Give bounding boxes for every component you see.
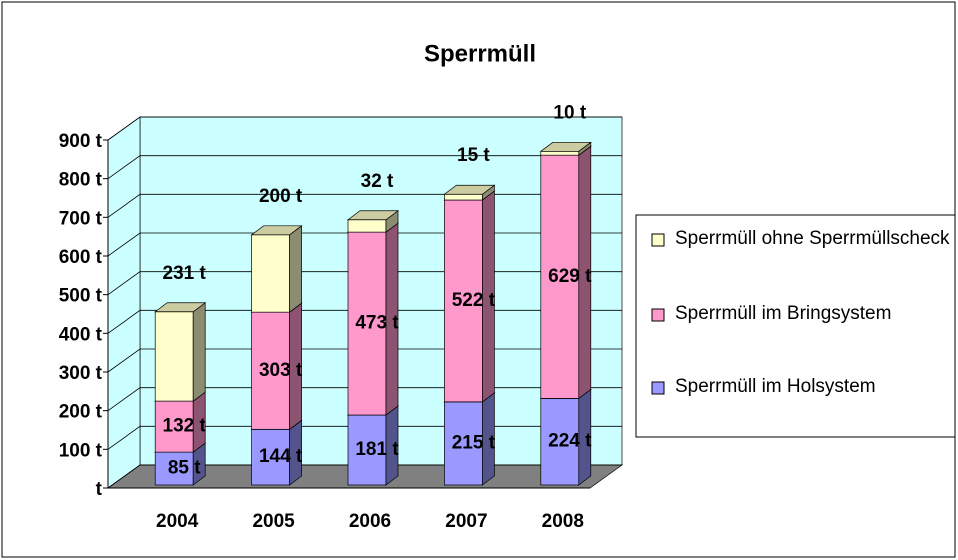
y-tick-label: 300 t <box>59 363 103 384</box>
y-tick-label: 100 t <box>59 440 103 461</box>
bar-top <box>443 184 496 195</box>
y-tick-label: 700 t <box>59 208 103 229</box>
data-label: 303 t <box>259 360 303 381</box>
bar-segment <box>346 210 400 233</box>
y-tick-label: 600 t <box>59 247 103 268</box>
data-label: 215 t <box>452 432 496 453</box>
bar-segment <box>250 419 303 486</box>
bar-side <box>192 302 206 402</box>
bar-top <box>539 141 592 152</box>
data-label: 231 t <box>163 263 207 284</box>
y-tick-label: 400 t <box>59 324 103 345</box>
data-label: 522 t <box>452 290 496 311</box>
bar-front <box>347 231 387 416</box>
bar-front <box>154 400 194 453</box>
y-tick-label: 200 t <box>59 402 103 423</box>
bar-front <box>251 428 290 486</box>
bar-front <box>347 219 387 233</box>
bar-front <box>444 401 483 486</box>
bar-front <box>540 150 580 156</box>
bar-front <box>154 451 194 486</box>
bar-front <box>444 193 483 201</box>
data-label: 15 t <box>457 145 490 166</box>
data-label: 629 t <box>548 266 592 287</box>
x-tick-label: 2008 <box>542 511 584 532</box>
data-label: 181 t <box>355 439 399 460</box>
legend-box <box>635 214 956 438</box>
bar-top <box>250 225 303 236</box>
bar-top <box>154 302 207 313</box>
data-label: 132 t <box>163 416 207 437</box>
y-tick-label: 900 t <box>59 131 103 152</box>
bar-segment <box>154 302 207 402</box>
data-label: 224 t <box>548 431 592 452</box>
chart-title: Sperrmüll <box>424 40 536 67</box>
x-tick-label: 2006 <box>349 511 391 532</box>
bar-segment <box>250 302 303 431</box>
y-tick-label: 500 t <box>59 286 103 307</box>
legend-label: Sperrmüll im Bringsystem <box>675 303 892 324</box>
legend-label-box: Sperrmüll im Holsystem <box>675 376 876 397</box>
x-tick-label: 2005 <box>252 511 295 532</box>
x-tick-label: 2004 <box>156 511 199 532</box>
data-label: 144 t <box>259 446 303 467</box>
legend-swatch <box>651 381 665 395</box>
bar-segment <box>443 184 496 201</box>
bar-front <box>540 154 580 399</box>
bar-front <box>251 234 290 313</box>
bar-front <box>251 311 290 430</box>
data-label: 200 t <box>259 186 303 207</box>
bar-segment <box>346 222 400 416</box>
bar-front <box>540 398 580 486</box>
side-wall <box>107 116 141 489</box>
x-tick-label: 2007 <box>445 511 487 532</box>
data-label: 473 t <box>355 313 399 334</box>
bar-front <box>444 199 483 403</box>
legend-label: Sperrmüll ohne Sperrmüllscheck <box>675 228 950 249</box>
grid-line <box>107 116 622 141</box>
legend-swatch <box>651 233 665 247</box>
bar-top <box>346 210 400 221</box>
data-label: 10 t <box>553 102 586 123</box>
grid-line <box>107 155 622 179</box>
y-tick-label: 800 t <box>59 170 103 191</box>
data-label: 85 t <box>168 458 201 479</box>
bar-side <box>289 225 302 313</box>
data-label: 32 t <box>361 171 394 192</box>
legend-label: Sperrmüll im Holsystem <box>675 376 876 397</box>
bar-segment <box>539 141 592 156</box>
bar-segment <box>250 225 303 313</box>
legend-label-box: Sperrmüll im Bringsystem <box>675 303 892 324</box>
legend-swatch <box>651 308 665 322</box>
bar-front <box>154 311 194 402</box>
legend-label-box: Sperrmüll ohne Sperrmüllscheck <box>675 228 950 249</box>
y-tick-label: t <box>96 479 103 500</box>
